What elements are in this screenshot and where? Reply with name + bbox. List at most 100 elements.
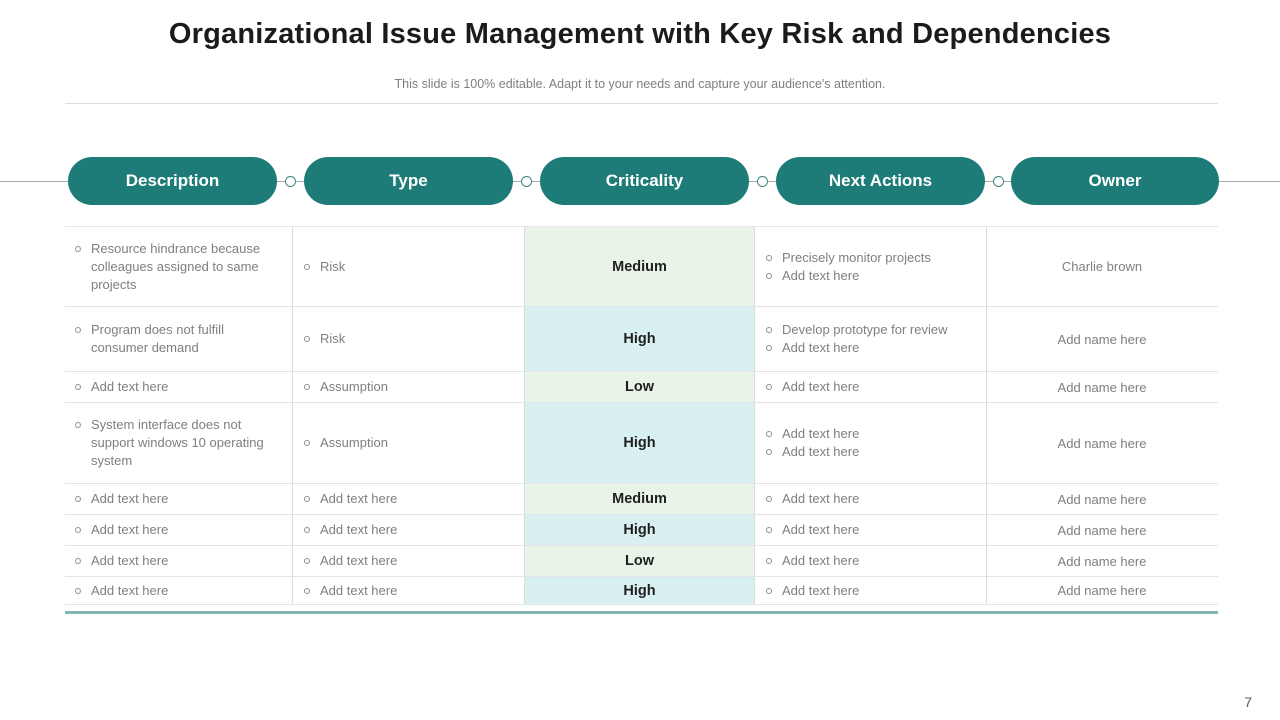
list-item: Add text here: [75, 521, 278, 539]
pill-label: Criticality: [605, 171, 684, 190]
description-cell: Program does not fulfill consumer demand: [65, 307, 293, 371]
bullet-icon: [304, 527, 310, 533]
criticality-cell: High: [525, 515, 755, 545]
bullet-icon: [75, 245, 81, 252]
criticality-label: High: [623, 582, 656, 599]
description-text: Add text here: [91, 491, 169, 506]
type-cell: Assumption: [293, 403, 525, 483]
bullet-icon: [766, 327, 772, 333]
type-cell: Add text here: [293, 546, 525, 576]
pill-label: Next Actions: [828, 171, 933, 190]
description-text: Add text here: [91, 582, 169, 598]
owner-text: Add name here: [1057, 435, 1147, 451]
bullet-icon: [75, 496, 81, 502]
pill-label: Description: [125, 171, 220, 190]
description-cell: Resource hindrance because colleagues as…: [65, 227, 293, 306]
list-item: Precisely monitor projects: [766, 249, 978, 267]
next-action-text: Add text here: [782, 491, 860, 506]
table-row: Add text here Add text here Medium Add t…: [65, 484, 1218, 515]
list-item: Add text here: [75, 490, 278, 508]
owner-text: Add name here: [1057, 553, 1147, 569]
bullet-icon: [766, 272, 772, 279]
list-item: Add text here: [75, 582, 278, 600]
table-row: Add text here Add text here High Add tex…: [65, 515, 1218, 546]
type-text: Risk: [320, 331, 346, 346]
type-cell: Assumption: [293, 372, 525, 402]
list-item: Add text here: [304, 490, 514, 508]
table-row: Add text here Add text here High Add tex…: [65, 577, 1218, 605]
table-row: Add text here Assumption Low Add text he…: [65, 372, 1218, 403]
bullet-icon: [304, 336, 310, 342]
list-item: Add text here: [304, 521, 514, 539]
owner-cell: Add name here: [987, 307, 1217, 371]
bullet-icon: [304, 384, 310, 390]
bullet-icon: [766, 496, 772, 502]
list-item: Assumption: [304, 378, 514, 396]
list-item: Resource hindrance because colleagues as…: [75, 240, 278, 294]
description-cell: Add text here: [65, 577, 293, 604]
description-text: System interface does not support window…: [91, 417, 264, 468]
next-actions-cell: Add text here: [755, 577, 987, 604]
next-actions-cell: Precisely monitor projects Add text here: [755, 227, 987, 306]
bullet-icon: [75, 422, 81, 428]
criticality-cell: Medium: [525, 227, 755, 306]
criticality-label: Low: [625, 379, 654, 395]
type-cell: Risk: [293, 227, 525, 306]
next-actions-cell: Add text here Add text here: [755, 403, 987, 483]
next-action-text: Add text here: [782, 582, 860, 598]
next-action-text: Precisely monitor projects: [782, 249, 931, 265]
bullet-icon: [766, 254, 772, 261]
issue-table: Resource hindrance because colleagues as…: [65, 226, 1218, 605]
criticality-cell: High: [525, 577, 755, 604]
bullet-icon: [304, 440, 310, 446]
owner-cell: Charlie brown: [987, 227, 1217, 306]
table-row: Resource hindrance because colleagues as…: [65, 227, 1218, 307]
description-text: Add text here: [91, 553, 169, 568]
next-action-text: Add text here: [782, 553, 860, 568]
page-number: 7: [1244, 694, 1252, 710]
bullet-icon: [766, 558, 772, 564]
list-item: Assumption: [304, 434, 514, 452]
next-actions-cell: Add text here: [755, 515, 987, 545]
criticality-label: Low: [625, 553, 654, 569]
bullet-icon: [304, 263, 310, 270]
owner-cell: Add name here: [987, 372, 1217, 402]
bullet-icon: [766, 587, 772, 594]
list-item: Add text here: [766, 378, 978, 396]
description-cell: Add text here: [65, 546, 293, 576]
list-item: Add text here: [766, 443, 978, 461]
list-item: Risk: [304, 330, 514, 348]
type-text: Assumption: [320, 435, 388, 450]
list-item: Add text here: [75, 378, 278, 396]
type-cell: Risk: [293, 307, 525, 371]
pill-type: Type: [304, 157, 513, 205]
description-text: Add text here: [91, 522, 169, 537]
bullet-icon: [766, 345, 772, 351]
owner-text: Add name here: [1057, 583, 1147, 598]
list-item: Add text here: [304, 552, 514, 570]
pill-criticality: Criticality: [540, 157, 749, 205]
next-actions-cell: Add text here: [755, 484, 987, 514]
list-item: Risk: [304, 258, 514, 276]
criticality-label: Medium: [612, 491, 667, 507]
list-item: Add text here: [304, 582, 514, 600]
criticality-cell: High: [525, 307, 755, 371]
description-cell: System interface does not support window…: [65, 403, 293, 483]
list-item: Add text here: [766, 339, 978, 357]
criticality-cell: Low: [525, 546, 755, 576]
next-action-text: Add text here: [782, 340, 860, 355]
subtitle: This slide is 100% editable. Adapt it to…: [394, 77, 886, 91]
criticality-cell: High: [525, 403, 755, 483]
owner-text: Add name here: [1057, 522, 1147, 538]
description-text: Resource hindrance because colleagues as…: [91, 240, 261, 292]
list-item: Add text here: [766, 425, 978, 443]
owner-cell: Add name here: [987, 515, 1217, 545]
owner-text: Charlie brown: [1061, 259, 1143, 274]
page-title: Organizational Issue Management with Key…: [168, 18, 1112, 50]
description-text: Program does not fulfill consumer demand: [91, 322, 224, 355]
bullet-icon: [304, 558, 310, 564]
bullet-icon: [75, 527, 81, 533]
list-item: Add text here: [766, 552, 978, 570]
type-text: Add text here: [320, 491, 398, 506]
